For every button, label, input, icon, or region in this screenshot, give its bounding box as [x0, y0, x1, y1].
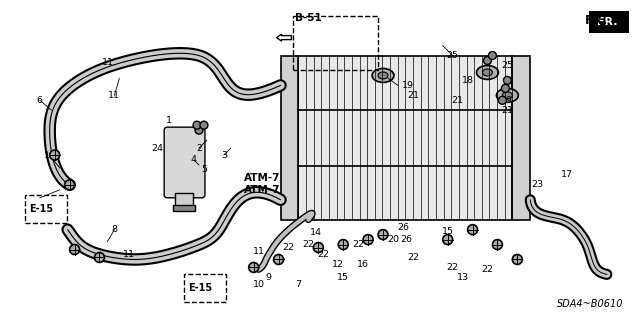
Ellipse shape [378, 72, 388, 79]
Text: 13: 13 [456, 273, 468, 282]
Text: 25: 25 [447, 51, 459, 60]
Ellipse shape [477, 65, 499, 79]
Circle shape [501, 85, 509, 92]
Text: E-15: E-15 [29, 204, 53, 214]
Text: 8: 8 [111, 225, 117, 234]
Text: 26: 26 [400, 235, 412, 244]
Circle shape [195, 126, 203, 134]
Text: E-15: E-15 [188, 283, 212, 293]
Text: 20: 20 [387, 235, 399, 244]
Circle shape [468, 225, 477, 234]
Text: 16: 16 [357, 260, 369, 269]
Text: 5: 5 [201, 166, 207, 174]
Text: 3: 3 [221, 151, 227, 160]
Text: 9: 9 [266, 273, 271, 282]
Circle shape [50, 150, 60, 160]
Text: 19: 19 [402, 81, 414, 90]
Circle shape [314, 242, 323, 253]
Text: 1: 1 [166, 116, 172, 125]
Circle shape [513, 255, 522, 264]
Ellipse shape [502, 92, 513, 99]
Text: 17: 17 [561, 170, 573, 179]
Text: FR.: FR. [586, 14, 609, 27]
Text: 26: 26 [397, 223, 409, 232]
Text: FR.: FR. [596, 17, 617, 27]
Circle shape [363, 234, 373, 245]
Text: 22: 22 [352, 240, 364, 249]
Text: 24: 24 [151, 144, 163, 152]
Circle shape [499, 96, 506, 104]
Circle shape [339, 240, 348, 249]
Bar [280, 56, 298, 220]
Text: 2: 2 [196, 144, 202, 152]
Bar [298, 56, 513, 220]
Bar [175, 193, 193, 207]
Ellipse shape [497, 88, 518, 102]
Circle shape [504, 77, 511, 85]
Circle shape [378, 230, 388, 240]
Bar [173, 205, 195, 211]
Circle shape [273, 255, 284, 264]
Text: 19: 19 [501, 96, 513, 105]
Text: ATM-7: ATM-7 [244, 173, 280, 183]
Text: 22: 22 [317, 250, 330, 259]
Text: 6: 6 [36, 96, 43, 105]
Text: 22: 22 [282, 243, 294, 252]
FancyBboxPatch shape [164, 127, 205, 198]
Ellipse shape [483, 69, 492, 76]
Text: 21: 21 [407, 91, 419, 100]
Circle shape [443, 234, 452, 245]
Text: B-51: B-51 [296, 13, 322, 23]
FancyArrow shape [276, 34, 291, 41]
Ellipse shape [372, 69, 394, 82]
Text: 12: 12 [332, 260, 344, 269]
Text: 4: 4 [191, 155, 197, 165]
Text: 15: 15 [337, 273, 349, 282]
Text: ATM-7: ATM-7 [244, 185, 280, 195]
Bar [513, 56, 531, 220]
Circle shape [249, 263, 259, 272]
Circle shape [483, 56, 492, 64]
Circle shape [488, 52, 497, 60]
Text: 22: 22 [481, 265, 493, 274]
Bar [589, 11, 628, 33]
Text: 10: 10 [253, 280, 265, 289]
Text: 22: 22 [447, 263, 459, 272]
Circle shape [70, 245, 79, 255]
Text: 23: 23 [531, 180, 543, 189]
Text: 15: 15 [442, 227, 454, 236]
Text: 7: 7 [296, 280, 301, 289]
Circle shape [200, 121, 208, 129]
Text: 22: 22 [407, 253, 419, 262]
Text: 21: 21 [452, 96, 463, 105]
Text: SDA4~B0610: SDA4~B0610 [557, 299, 623, 309]
FancyArrow shape [615, 16, 628, 26]
Text: 11: 11 [108, 91, 120, 100]
Circle shape [65, 180, 75, 190]
Text: 11: 11 [102, 58, 113, 67]
Text: 11: 11 [44, 151, 56, 160]
Text: 11: 11 [253, 247, 265, 256]
Circle shape [193, 121, 201, 129]
Text: 21: 21 [501, 106, 513, 115]
Circle shape [95, 253, 104, 263]
Text: 25: 25 [501, 61, 513, 70]
Circle shape [492, 240, 502, 249]
Text: 22: 22 [303, 240, 314, 249]
Text: 18: 18 [461, 76, 474, 85]
Text: 11: 11 [124, 250, 135, 259]
Text: 14: 14 [310, 228, 323, 237]
